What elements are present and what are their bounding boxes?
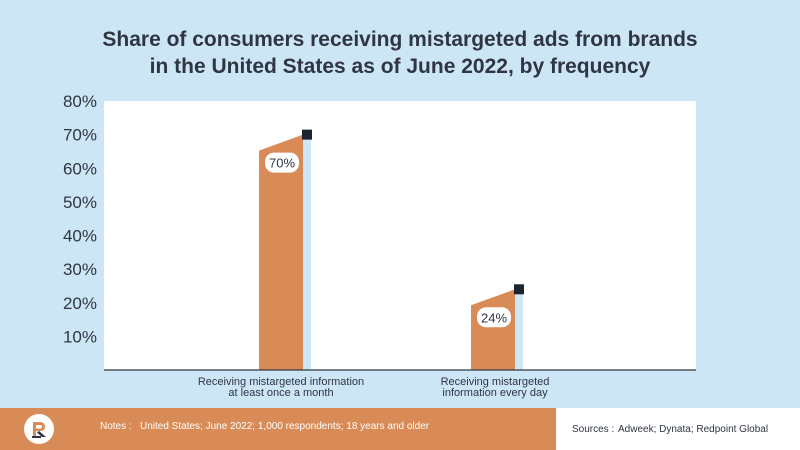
y-tick-label: 10%: [63, 327, 97, 346]
chart-title: Share of consumers receiving mistargeted…: [40, 26, 760, 80]
footer-notes-panel: Notes : United States; June 2022; 1,000 …: [0, 408, 556, 450]
value-label: 70%: [269, 156, 295, 171]
chart-title-line1: Share of consumers receiving mistargeted…: [102, 28, 698, 51]
y-tick-label: 40%: [63, 227, 97, 246]
y-tick-label: 60%: [63, 159, 97, 178]
value-label-bg: [477, 307, 511, 328]
bar-marker: [514, 284, 524, 295]
value-label-bg: [265, 152, 299, 173]
bar-marker: [302, 129, 312, 140]
bar-side: [515, 289, 523, 370]
value-label: 24%: [481, 310, 507, 325]
sources-label: Sources :: [572, 424, 615, 435]
bar-side: [303, 134, 311, 370]
y-tick-label: 30%: [63, 260, 97, 279]
y-tick-label: 50%: [63, 193, 97, 212]
y-tick-label: 70%: [63, 126, 97, 145]
bar-chart: 10% 20% 30% 40% 50% 60% 70% 80% 70% 24% Receivin…: [63, 92, 696, 399]
sources-text: Adweek; Dynata; Redpoint Global: [618, 424, 769, 435]
plot-area: [104, 101, 696, 370]
x-category-label: Receiving mistargeted information: [198, 376, 364, 388]
x-category-label: at least once a month: [228, 387, 333, 399]
y-tick-label: 80%: [63, 92, 97, 111]
notes-label: Notes :: [100, 421, 132, 432]
x-category-label: Receiving mistargeted: [441, 376, 550, 388]
brand-logo-icon: [24, 414, 54, 444]
y-tick-label: 20%: [63, 294, 97, 313]
x-category-label: information every day: [442, 387, 548, 399]
bar: [259, 134, 303, 370]
notes-text: United States; June 2022; 1,000 responde…: [140, 421, 430, 432]
chart-title-line2: in the United States as of June 2022, by…: [149, 55, 651, 78]
footer: Notes : United States; June 2022; 1,000 …: [0, 408, 800, 450]
